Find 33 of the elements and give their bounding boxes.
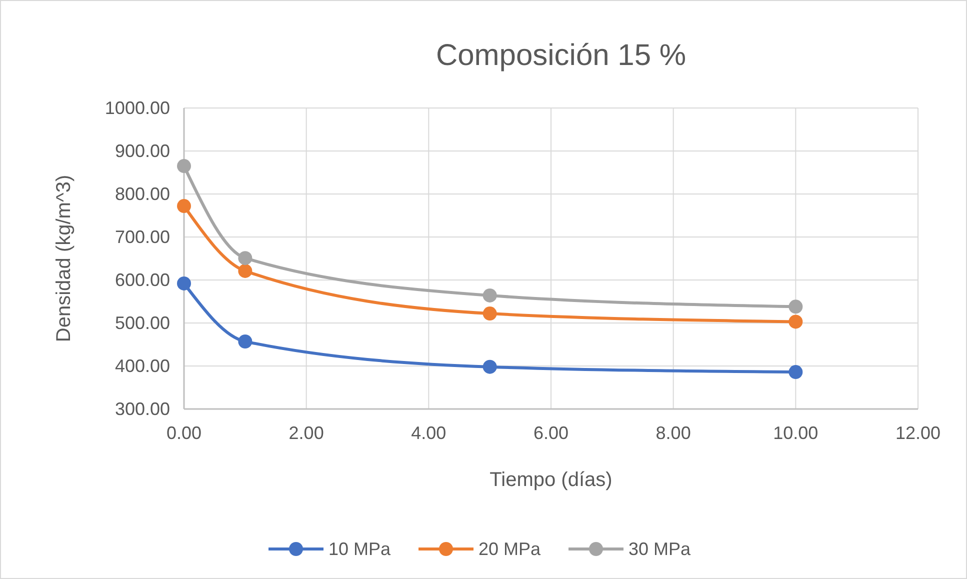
- x-tick-label: 12.00: [895, 423, 941, 443]
- y-tick-label: 500.00: [114, 313, 170, 333]
- y-tick-label: 700.00: [114, 227, 170, 247]
- point: [238, 264, 252, 278]
- y-tick-label: 800.00: [114, 184, 170, 204]
- y-tick-label: 300.00: [114, 399, 170, 419]
- point: [482, 360, 497, 374]
- y-axis-title: Densidad (kg/m^3): [53, 174, 75, 342]
- x-tick-label: 2.00: [288, 423, 324, 443]
- point: [482, 288, 497, 302]
- point: [177, 199, 191, 214]
- point: [177, 159, 191, 174]
- y-tick-label: 400.00: [114, 356, 170, 376]
- legend-label: 30 MPa: [628, 539, 692, 559]
- point: [788, 365, 803, 380]
- chart-title: Composición 15 %: [436, 39, 686, 72]
- y-tick-label: 900.00: [114, 141, 170, 161]
- x-tick-label: 4.00: [411, 423, 446, 443]
- point: [788, 300, 803, 314]
- y-tick-label: 1000.00: [104, 98, 170, 118]
- x-tick-label: 8.00: [656, 423, 691, 443]
- point: [238, 334, 252, 348]
- x-tick-label: 0.00: [166, 423, 202, 443]
- x-axis-title: Tiempo (días): [490, 469, 612, 491]
- x-tick-label: 10.00: [773, 423, 818, 443]
- x-tick-label: 6.00: [533, 423, 569, 443]
- point: [482, 306, 497, 321]
- legend-label: 10 MPa: [328, 539, 392, 559]
- legend-label: 20 MPa: [478, 539, 542, 559]
- point: [788, 314, 803, 329]
- point: [177, 276, 191, 290]
- y-tick-label: 600.00: [114, 270, 170, 290]
- point: [238, 251, 252, 266]
